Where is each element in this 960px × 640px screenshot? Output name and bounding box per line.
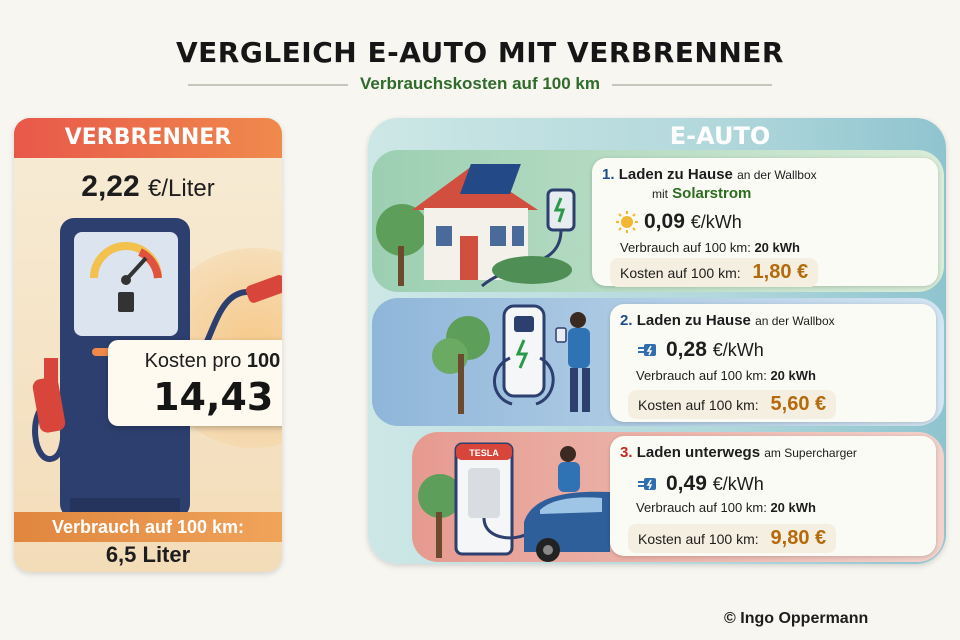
option-1-kwh: 0,09 €/kWh	[644, 210, 742, 234]
fuel-price-value: 2,22	[81, 170, 140, 203]
copyright-icon: ©	[724, 610, 736, 627]
supercharger-sign: TESLA	[469, 448, 499, 458]
option-2-title-bold: Laden zu Hause	[636, 312, 751, 329]
option-2-kwh-unit: €/kWh	[712, 340, 764, 360]
option-1-cost: Kosten auf 100 km: 1,80 €	[610, 258, 819, 287]
option-3-kwh-unit: €/kWh	[712, 474, 764, 494]
option-1-consumption: Verbrauch auf 100 km: 20 kWh	[620, 240, 800, 255]
option-3-kwh: 0,49 €/kWh	[666, 472, 764, 496]
option-1-title-line2: mit Solarstrom	[652, 185, 751, 202]
option-3-consumption-value: 20 kWh	[770, 500, 816, 515]
option-1-title-line2-bold: Solarstrom	[672, 185, 752, 202]
option-2-kwh: 0,28 €/kWh	[666, 338, 764, 362]
fuel-price: 2,22 €/Liter	[14, 170, 282, 204]
option-2-consumption-value: 20 kWh	[770, 368, 816, 383]
option-2-title-small: an der Wallbox	[755, 314, 835, 328]
option-1-kwh-unit: €/kWh	[690, 212, 742, 232]
copyright: © Ingo Oppermann	[724, 610, 868, 628]
option-1-cost-value: 1,80 €	[752, 261, 809, 283]
plug-icon	[638, 340, 660, 360]
option-1-title: 1. Laden zu Hause an der Wallbox	[602, 166, 932, 183]
option-info-1: 1. Laden zu Hause an der Wallbox mit Sol…	[592, 158, 938, 287]
verbrenner-consumption-label: Verbrauch auf 100 km:	[14, 512, 282, 542]
option-3-title-bold: Laden unterwegs	[636, 444, 761, 461]
option-2-cost-value: 5,60 €	[770, 393, 827, 415]
option-3-consumption-prefix: Verbrauch auf 100 km:	[636, 500, 767, 515]
cost-label: Kosten pro 100 km:	[108, 350, 282, 373]
verbrenner-cost-value: 14,43 €	[153, 375, 282, 419]
wallbox-person-icon	[432, 304, 590, 414]
option-1-consumption-value: 20 kWh	[754, 240, 800, 255]
option-2-cost-label: Kosten auf 100 km:	[638, 397, 759, 413]
house-solar-icon	[376, 164, 576, 288]
verbrenner-heading: VERBRENNER	[14, 118, 282, 158]
option-1-title-small: an der Wallbox	[737, 168, 817, 182]
cost-label-bold: 100 km:	[246, 350, 282, 372]
option-1-consumption-prefix: Verbrauch auf 100 km:	[620, 240, 751, 255]
option-2-consumption-prefix: Verbrauch auf 100 km:	[636, 368, 767, 383]
eauto-heading: E-AUTO	[669, 122, 771, 150]
option-2-title: 2. Laden zu Hause an der Wallbox	[620, 312, 930, 329]
option-info-2: 2. Laden zu Hause an der Wallbox 0,28 €/…	[610, 304, 936, 422]
sun-icon	[616, 211, 638, 233]
verbrenner-card: VERBRENNER 2,22 €/Liter Kosten pro 100 k…	[14, 118, 282, 572]
option-3-consumption: Verbrauch auf 100 km: 20 kWh	[636, 500, 816, 515]
option-3-cost: Kosten auf 100 km: 9,80 €	[628, 524, 837, 553]
cost-label-prefix: Kosten pro	[144, 350, 242, 372]
verbrenner-consumption-value: 6,5 Liter	[105, 542, 191, 567]
option-3-kwh-value: 0,49	[666, 472, 707, 495]
copyright-author: Ingo Oppermann	[740, 610, 869, 627]
page-title: VERGLEICH E-AUTO MIT VERBRENNER	[176, 36, 784, 69]
fuel-price-unit: €/Liter	[148, 175, 215, 202]
option-1-kwh-value: 0,09	[644, 210, 685, 233]
option-1-cost-label: Kosten auf 100 km:	[620, 265, 741, 281]
option-3-cost-value: 9,80 €	[770, 527, 827, 549]
option-2-consumption: Verbrauch auf 100 km: 20 kWh	[636, 368, 816, 383]
option-1-title-line2-small: mit	[652, 187, 668, 201]
option-2-kwh-value: 0,28	[666, 338, 707, 361]
option-2-number: 2.	[620, 312, 633, 329]
option-3-title-small: am Supercharger	[764, 446, 857, 460]
option-1-number: 1.	[602, 166, 615, 183]
supercharger-car-icon: TESLA	[418, 442, 610, 562]
option-1-title-bold: Laden zu Hause	[618, 166, 733, 183]
option-3-number: 3.	[620, 444, 633, 461]
option-2-cost: Kosten auf 100 km: 5,60 €	[628, 390, 837, 419]
option-info-3: 3. Laden unterwegs am Supercharger 0,49 …	[610, 436, 936, 556]
verbrenner-cost-box: Kosten pro 100 km: 14,43 €	[108, 340, 282, 426]
option-3-title: 3. Laden unterwegs am Supercharger	[620, 444, 934, 461]
plug-icon	[638, 474, 660, 494]
page-subtitle: Verbrauchskosten auf 100 km	[187, 72, 773, 96]
option-3-cost-label: Kosten auf 100 km:	[638, 531, 759, 547]
subtitle-wrap: Verbrauchskosten auf 100 km	[0, 72, 960, 96]
